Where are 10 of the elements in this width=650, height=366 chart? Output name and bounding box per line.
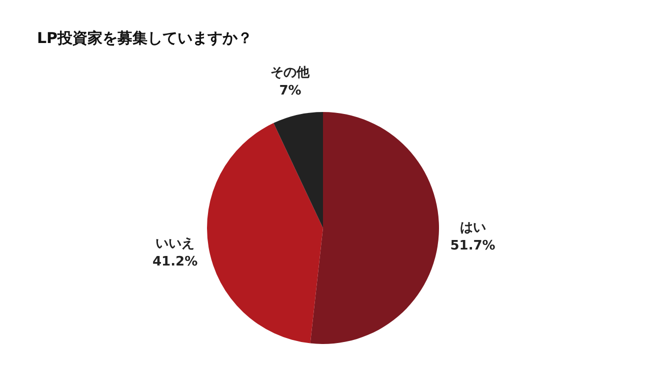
- data-label: 51.7%: [450, 238, 496, 254]
- pie-slice: [310, 112, 439, 344]
- chart-title: LP投資家を募集していますか？: [37, 29, 253, 47]
- pie-slice: [207, 123, 323, 344]
- slice-label: いいえ: [156, 236, 195, 252]
- slice-label: その他: [270, 66, 311, 81]
- data-label: 7%: [279, 84, 302, 99]
- slice-label: はい: [460, 220, 486, 236]
- pie-slice: [274, 112, 323, 228]
- data-label: 41.2%: [152, 254, 198, 270]
